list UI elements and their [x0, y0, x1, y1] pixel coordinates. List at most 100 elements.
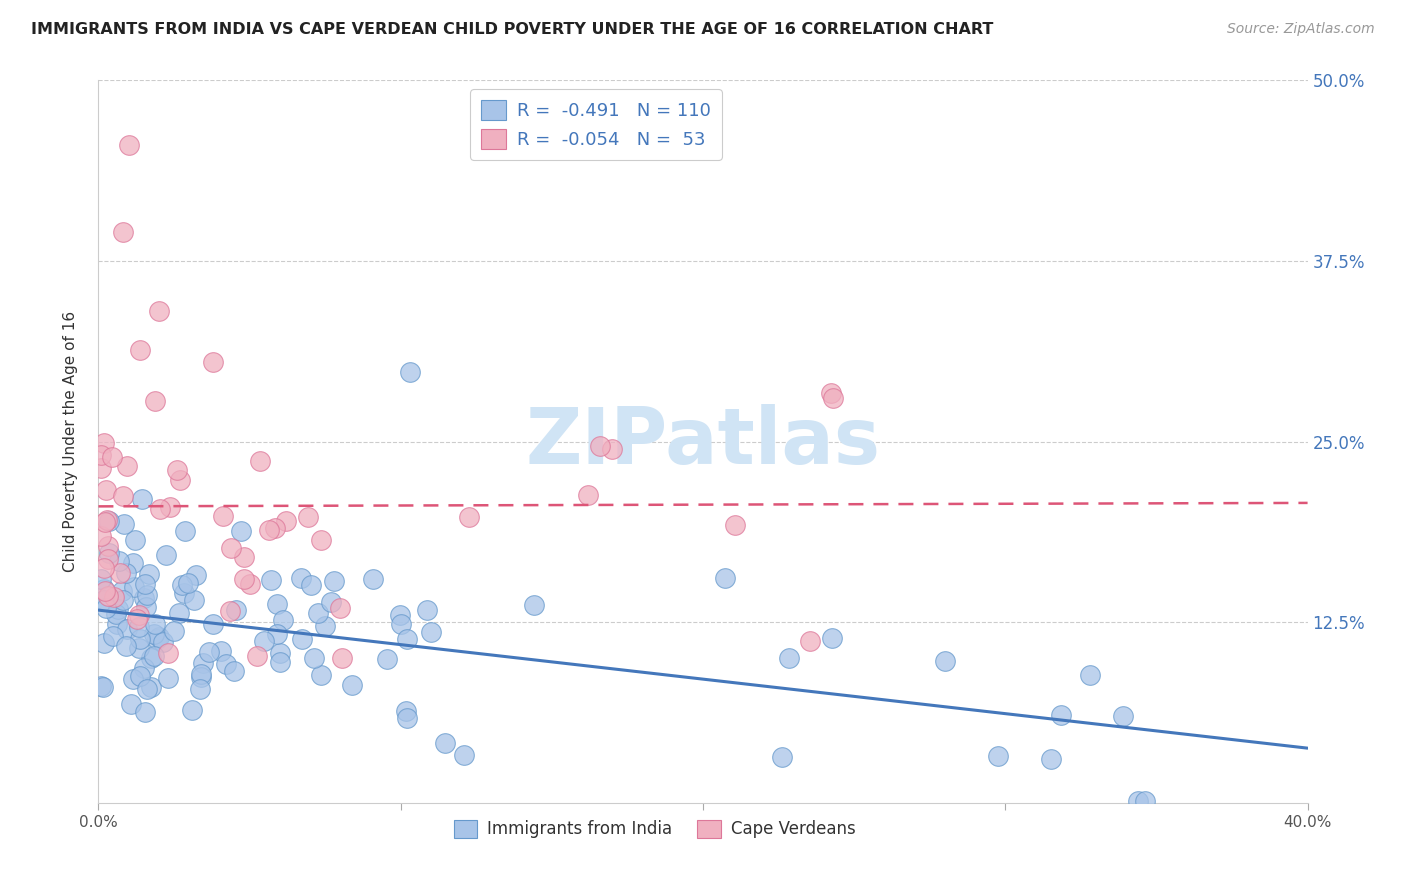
Point	[111, 489, 134, 503]
Point	[149, 502, 172, 516]
Point	[253, 633, 276, 648]
Point	[1050, 708, 1073, 723]
Point	[211, 644, 233, 658]
Point	[96, 513, 118, 527]
Point	[340, 678, 363, 692]
Point	[136, 588, 159, 602]
Point	[115, 640, 138, 654]
Point	[229, 524, 252, 538]
Point	[166, 463, 188, 477]
Point	[453, 748, 475, 763]
Point	[122, 580, 145, 594]
Point	[129, 632, 152, 646]
Legend: Immigrants from India, Cape Verdeans: Immigrants from India, Cape Verdeans	[447, 813, 862, 845]
Point	[1080, 668, 1102, 682]
Point	[260, 573, 283, 587]
Point	[135, 599, 157, 614]
Point	[193, 656, 215, 670]
Point	[128, 641, 150, 656]
Point	[225, 603, 247, 617]
Point	[108, 566, 131, 580]
Point	[173, 586, 195, 600]
Point	[105, 617, 128, 632]
Point	[820, 386, 842, 401]
Text: Source: ZipAtlas.com: Source: ZipAtlas.com	[1227, 22, 1375, 37]
Text: ZIPatlas: ZIPatlas	[526, 403, 880, 480]
Point	[259, 523, 281, 537]
Point	[139, 650, 162, 665]
Point	[183, 593, 205, 607]
Point	[1126, 794, 1149, 808]
Point	[98, 546, 121, 560]
Point	[155, 548, 177, 562]
Point	[97, 539, 120, 553]
Point	[395, 705, 418, 719]
Text: IMMIGRANTS FROM INDIA VS CAPE VERDEAN CHILD POVERTY UNDER THE AGE OF 16 CORRELAT: IMMIGRANTS FROM INDIA VS CAPE VERDEAN CH…	[31, 22, 993, 37]
Point	[163, 624, 186, 638]
Point	[232, 550, 254, 565]
Point	[103, 590, 125, 604]
Point	[821, 631, 844, 645]
Point	[90, 679, 112, 693]
Point	[128, 343, 150, 357]
Point	[269, 655, 291, 669]
Point	[458, 510, 481, 524]
Point	[190, 667, 212, 681]
Point	[290, 572, 312, 586]
Point	[143, 394, 166, 409]
Point	[96, 483, 118, 497]
Point	[111, 593, 134, 607]
Point	[309, 533, 332, 547]
Point	[159, 500, 181, 514]
Point	[1112, 709, 1135, 723]
Point	[389, 617, 412, 632]
Point	[128, 620, 150, 634]
Point	[90, 573, 112, 587]
Point	[589, 439, 612, 453]
Point	[433, 736, 456, 750]
Point	[169, 606, 191, 620]
Point	[184, 568, 207, 582]
Point	[111, 583, 134, 598]
Point	[169, 473, 191, 487]
Point	[143, 627, 166, 641]
Point	[91, 680, 114, 694]
Point	[201, 617, 224, 632]
Point	[264, 520, 287, 534]
Point	[107, 553, 129, 567]
Point	[124, 533, 146, 547]
Point	[156, 646, 179, 660]
Point	[388, 608, 411, 623]
Point	[131, 491, 153, 506]
Point	[103, 629, 125, 643]
Point	[93, 561, 115, 575]
Point	[297, 509, 319, 524]
Point	[202, 355, 225, 369]
Point	[148, 630, 170, 644]
Point	[416, 603, 439, 617]
Point	[198, 645, 221, 659]
Point	[97, 552, 120, 566]
Point	[111, 225, 134, 239]
Point	[97, 589, 120, 603]
Point	[122, 673, 145, 687]
Point	[1135, 794, 1157, 808]
Point	[107, 602, 129, 616]
Point	[823, 392, 845, 406]
Point	[311, 668, 333, 682]
Point	[125, 612, 148, 626]
Point	[170, 578, 193, 592]
Point	[120, 698, 142, 712]
Point	[98, 514, 121, 528]
Point	[115, 459, 138, 474]
Point	[93, 584, 115, 599]
Point	[177, 576, 200, 591]
Point	[138, 567, 160, 582]
Point	[395, 632, 418, 646]
Point	[139, 680, 162, 694]
Point	[132, 591, 155, 605]
Point	[239, 577, 262, 591]
Point	[576, 488, 599, 502]
Point	[304, 650, 326, 665]
Point	[100, 450, 122, 464]
